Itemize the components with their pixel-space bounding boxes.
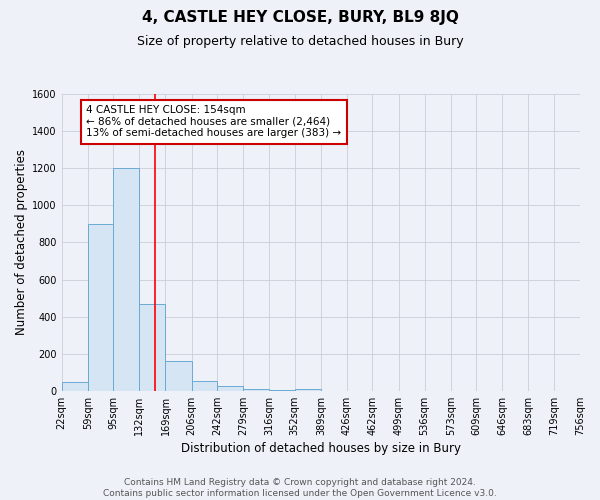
Bar [243, 389, 269, 391]
Bar [139, 304, 166, 391]
Bar [191, 380, 217, 391]
Bar [113, 168, 139, 391]
Bar [62, 382, 88, 391]
Bar [217, 386, 243, 391]
Bar [269, 390, 295, 391]
Text: 4 CASTLE HEY CLOSE: 154sqm
← 86% of detached houses are smaller (2,464)
13% of s: 4 CASTLE HEY CLOSE: 154sqm ← 86% of deta… [86, 105, 341, 138]
X-axis label: Distribution of detached houses by size in Bury: Distribution of detached houses by size … [181, 442, 461, 455]
Bar [88, 224, 113, 391]
Bar [295, 389, 321, 391]
Text: Size of property relative to detached houses in Bury: Size of property relative to detached ho… [137, 35, 463, 48]
Text: Contains HM Land Registry data © Crown copyright and database right 2024.
Contai: Contains HM Land Registry data © Crown c… [103, 478, 497, 498]
Bar [166, 361, 191, 391]
Y-axis label: Number of detached properties: Number of detached properties [15, 150, 28, 336]
Text: 4, CASTLE HEY CLOSE, BURY, BL9 8JQ: 4, CASTLE HEY CLOSE, BURY, BL9 8JQ [142, 10, 458, 25]
